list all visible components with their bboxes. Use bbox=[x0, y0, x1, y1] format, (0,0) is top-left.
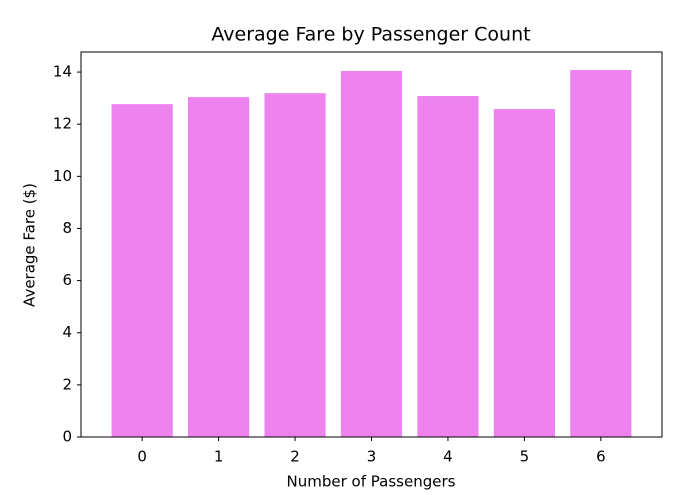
bar bbox=[188, 97, 250, 437]
bar bbox=[493, 109, 555, 438]
y-axis-label: Average Fare ($) bbox=[21, 183, 39, 307]
x-tick-label: 4 bbox=[443, 448, 453, 466]
y-tick-label: 0 bbox=[62, 428, 72, 446]
x-tick-label: 5 bbox=[520, 448, 530, 466]
y-tick-label: 6 bbox=[62, 271, 72, 289]
bar bbox=[111, 104, 173, 438]
y-tick-label: 14 bbox=[53, 63, 72, 81]
plot-frame bbox=[80, 51, 663, 438]
bar bbox=[570, 69, 632, 437]
x-tick-label: 2 bbox=[290, 448, 300, 466]
y-tick-label: 4 bbox=[62, 323, 72, 341]
y-tick-label: 12 bbox=[53, 115, 72, 133]
x-tick-label: 0 bbox=[137, 448, 147, 466]
x-tick-label: 3 bbox=[367, 448, 377, 466]
chart-title: Average Fare by Passenger Count bbox=[211, 24, 530, 46]
x-tick-label: 1 bbox=[214, 448, 224, 466]
y-tick-label: 10 bbox=[53, 167, 72, 185]
y-tick-label: 8 bbox=[62, 219, 72, 237]
bar bbox=[417, 96, 479, 438]
y-tick-label: 2 bbox=[62, 375, 72, 393]
bar bbox=[340, 71, 403, 437]
bar bbox=[264, 93, 326, 437]
x-axis-label: Number of Passengers bbox=[287, 473, 456, 491]
x-tick-label: 6 bbox=[596, 448, 606, 466]
